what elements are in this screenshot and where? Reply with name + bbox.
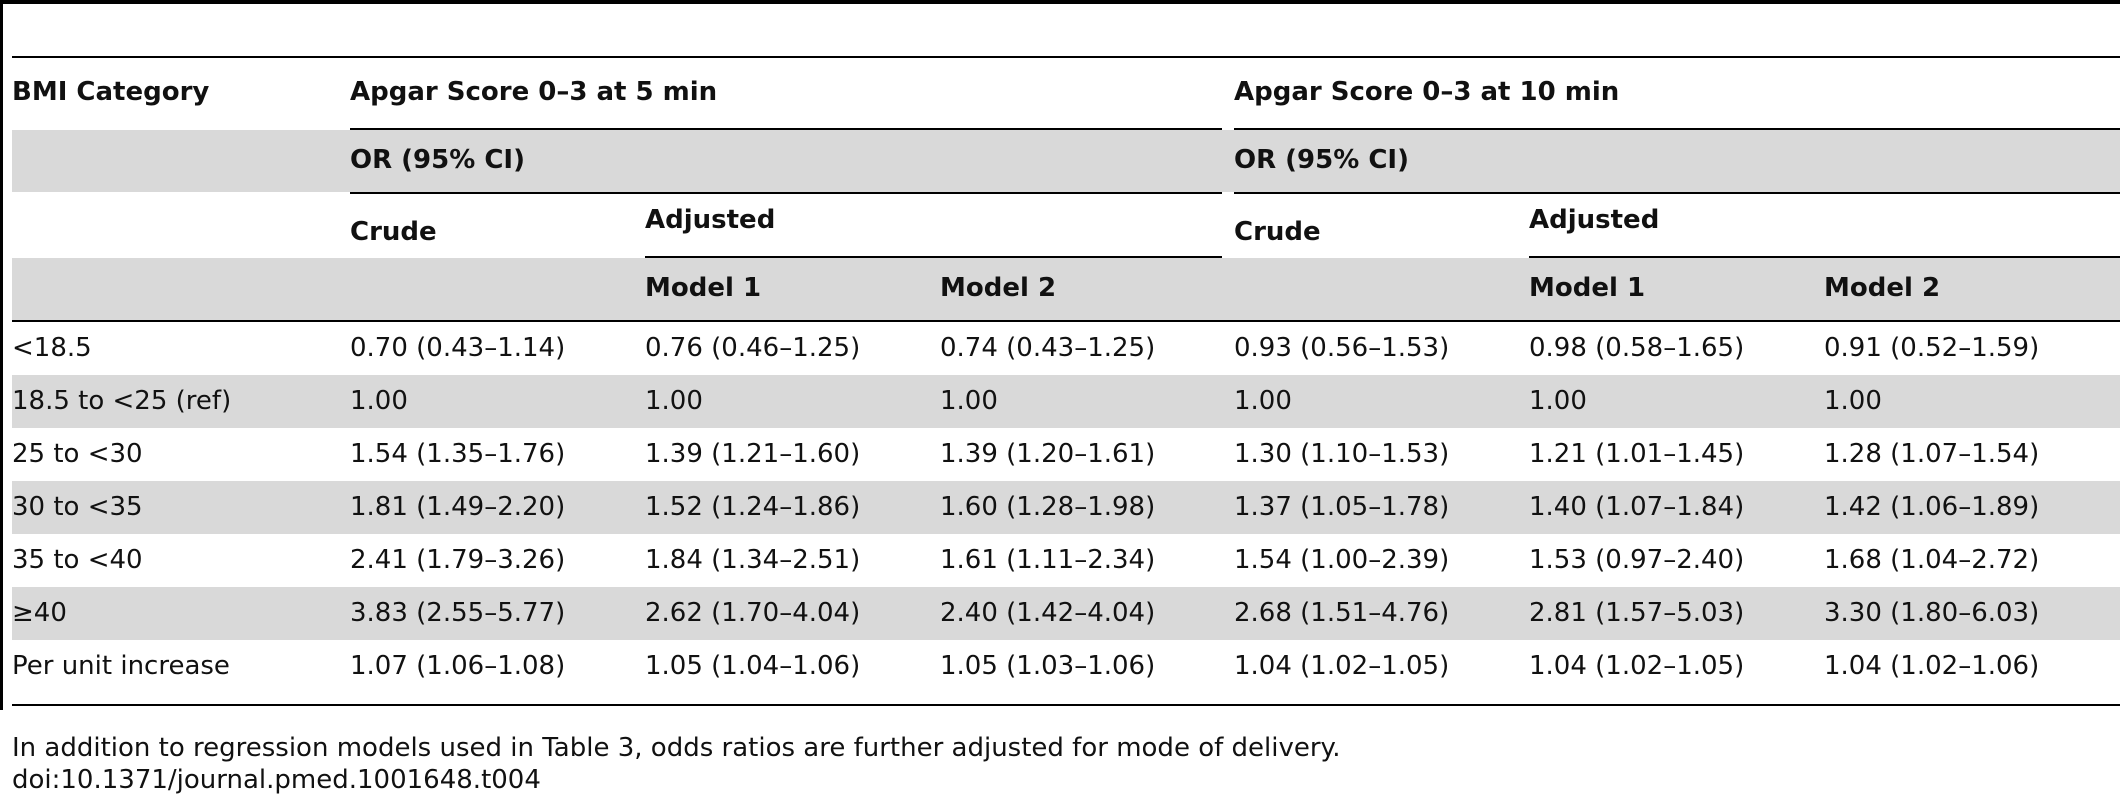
- rule-under-adjusted-10min: [1529, 256, 2120, 258]
- cell-model1-10min: 1.00: [1529, 386, 1587, 416]
- row-label: <18.5: [12, 333, 92, 363]
- cell-crude-10min: 1.00: [1234, 386, 1292, 416]
- header-model1-5min: Model 1: [645, 273, 762, 303]
- row-label: 18.5 to <25 (ref): [12, 386, 232, 416]
- cell-crude-10min: 2.68 (1.51–4.76): [1234, 598, 1450, 628]
- row-label: 35 to <40: [12, 545, 143, 575]
- header-row-1: BMI Category Apgar Score 0–3 at 5 min Ap…: [12, 58, 2120, 122]
- header-model2-10min: Model 2: [1824, 273, 1941, 303]
- cell-crude-5min: 2.41 (1.79–3.26): [350, 545, 566, 575]
- table-row: Per unit increase 1.07 (1.06–1.08) 1.05 …: [12, 640, 2120, 693]
- header-group-5min: Apgar Score 0–3 at 5 min: [350, 77, 718, 107]
- cell-crude-10min: 0.93 (0.56–1.53): [1234, 333, 1450, 363]
- cell-model2-5min: 1.39 (1.20–1.61): [940, 439, 1156, 469]
- cell-crude-10min: 1.54 (1.00–2.39): [1234, 545, 1450, 575]
- cell-model2-10min: 1.42 (1.06–1.89): [1824, 492, 2040, 522]
- cell-model1-10min: 1.40 (1.07–1.84): [1529, 492, 1745, 522]
- header-crude-5min: Crude: [350, 217, 437, 247]
- cell-model1-10min: 0.98 (0.58–1.65): [1529, 333, 1745, 363]
- rule-under-group-10min: [1234, 128, 2120, 130]
- cell-model1-5min: 0.76 (0.46–1.25): [645, 333, 861, 363]
- table-row: <18.5 0.70 (0.43–1.14) 0.76 (0.46–1.25) …: [12, 322, 2120, 375]
- cell-model2-5min: 1.60 (1.28–1.98): [940, 492, 1156, 522]
- header-row-3: Crude Adjusted Crude Adjusted: [12, 194, 2120, 256]
- header-model1-10min: Model 1: [1529, 273, 1646, 303]
- cell-model1-5min: 1.39 (1.21–1.60): [645, 439, 861, 469]
- row-label: Per unit increase: [12, 651, 230, 681]
- cell-model1-10min: 2.81 (1.57–5.03): [1529, 598, 1745, 628]
- header-top-rule: [12, 56, 2120, 58]
- rule-under-group-5min: [350, 128, 1222, 130]
- header-or-10min: OR (95% CI): [1234, 145, 1409, 175]
- cell-model2-10min: 1.28 (1.07–1.54): [1824, 439, 2040, 469]
- header-bmi-category: BMI Category: [12, 77, 210, 107]
- cell-model2-10min: 0.91 (0.52–1.59): [1824, 333, 2040, 363]
- cell-crude-5min: 1.07 (1.06–1.08): [350, 651, 566, 681]
- cell-model1-5min: 1.84 (1.34–2.51): [645, 545, 861, 575]
- cell-model2-5min: 2.40 (1.42–4.04): [940, 598, 1156, 628]
- table-row: ≥40 3.83 (2.55–5.77) 2.62 (1.70–4.04) 2.…: [12, 587, 2120, 640]
- cell-model1-5min: 1.05 (1.04–1.06): [645, 651, 861, 681]
- cell-model2-10min: 3.30 (1.80–6.03): [1824, 598, 2040, 628]
- table-left-border: [0, 0, 3, 710]
- cell-model1-5min: 1.00: [645, 386, 703, 416]
- cell-crude-10min: 1.30 (1.10–1.53): [1234, 439, 1450, 469]
- rule-under-adjusted-5min: [645, 256, 1222, 258]
- row-label: 30 to <35: [12, 492, 143, 522]
- cell-model2-10min: 1.04 (1.02–1.06): [1824, 651, 2040, 681]
- header-model2-5min: Model 2: [940, 273, 1057, 303]
- cell-crude-10min: 1.37 (1.05–1.78): [1234, 492, 1450, 522]
- cell-model2-5min: 1.61 (1.11–2.34): [940, 545, 1156, 575]
- header-row-2: OR (95% CI) OR (95% CI): [12, 130, 2120, 192]
- header-row-4: Model 1 Model 2 Model 1 Model 2: [12, 258, 2120, 320]
- cell-model2-5min: 0.74 (0.43–1.25): [940, 333, 1156, 363]
- cell-model1-10min: 1.21 (1.01–1.45): [1529, 439, 1745, 469]
- row-label: 25 to <30: [12, 439, 143, 469]
- cell-model1-10min: 1.04 (1.02–1.05): [1529, 651, 1745, 681]
- rule-under-or-5min: [350, 192, 1222, 194]
- cell-crude-5min: 1.54 (1.35–1.76): [350, 439, 566, 469]
- cell-crude-5min: 1.81 (1.49–2.20): [350, 492, 566, 522]
- cell-model1-5min: 2.62 (1.70–4.04): [645, 598, 861, 628]
- header-crude-10min: Crude: [1234, 217, 1321, 247]
- cell-model1-10min: 1.53 (0.97–2.40): [1529, 545, 1745, 575]
- cell-model2-10min: 1.00: [1824, 386, 1882, 416]
- table-top-border: [0, 0, 2120, 4]
- table-row: 30 to <35 1.81 (1.49–2.20) 1.52 (1.24–1.…: [12, 481, 2120, 534]
- rule-under-header: [12, 320, 2120, 322]
- header-adjusted-10min: Adjusted: [1529, 205, 1660, 235]
- cell-model2-10min: 1.68 (1.04–2.72): [1824, 545, 2040, 575]
- table-row: 18.5 to <25 (ref) 1.00 1.00 1.00 1.00 1.…: [12, 375, 2120, 428]
- table-bottom-rule: [12, 704, 2120, 706]
- header-adjusted-5min: Adjusted: [645, 205, 776, 235]
- cell-model2-5min: 1.05 (1.03–1.06): [940, 651, 1156, 681]
- cell-crude-5min: 0.70 (0.43–1.14): [350, 333, 566, 363]
- table-footnote: In addition to regression models used in…: [12, 733, 1341, 763]
- table-row: 25 to <30 1.54 (1.35–1.76) 1.39 (1.21–1.…: [12, 428, 2120, 481]
- cell-model1-5min: 1.52 (1.24–1.86): [645, 492, 861, 522]
- table-doi: doi:10.1371/journal.pmed.1001648.t004: [12, 765, 541, 795]
- header-or-5min: OR (95% CI): [350, 145, 525, 175]
- cell-crude-5min: 1.00: [350, 386, 408, 416]
- cell-crude-5min: 3.83 (2.55–5.77): [350, 598, 566, 628]
- table-row: 35 to <40 2.41 (1.79–3.26) 1.84 (1.34–2.…: [12, 534, 2120, 587]
- row-label: ≥40: [12, 598, 67, 628]
- header-group-10min: Apgar Score 0–3 at 10 min: [1234, 77, 1620, 107]
- cell-crude-10min: 1.04 (1.02–1.05): [1234, 651, 1450, 681]
- cell-model2-5min: 1.00: [940, 386, 998, 416]
- rule-under-or-10min: [1234, 192, 2120, 194]
